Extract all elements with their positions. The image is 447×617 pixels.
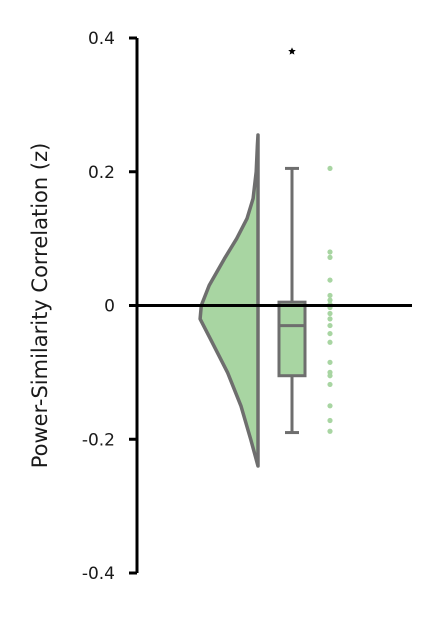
data-point [327, 322, 333, 329]
interquartile-box [277, 300, 307, 378]
data-point [327, 373, 333, 379]
data-point [327, 292, 333, 299]
violin-shape [198, 133, 260, 468]
y-axis-title: Power-Similarity Correlation (z) [28, 143, 52, 469]
data-point [327, 359, 333, 365]
raw-data-points [327, 165, 333, 434]
data-point [327, 254, 333, 260]
y-tick-label: -0.4 [82, 564, 115, 584]
data-point [327, 417, 333, 424]
data-point [327, 428, 333, 434]
boxplot [277, 47, 307, 435]
half-violin [198, 133, 260, 468]
data-point [327, 339, 333, 345]
data-point [327, 330, 333, 337]
y-tick-label: -0.2 [82, 430, 115, 450]
data-point [327, 297, 333, 303]
data-point [327, 277, 333, 283]
y-tick-label: 0 [104, 297, 115, 317]
y-tick-label: 0.2 [88, 163, 115, 183]
outlier-marker [288, 47, 296, 55]
data-point [327, 403, 333, 409]
y-axis: 0.4 0.2 0 -0.2 -0.4 [82, 29, 139, 584]
data-point [327, 165, 333, 172]
data-point [327, 310, 333, 317]
data-point [327, 316, 333, 322]
data-point [327, 381, 333, 388]
data-point [327, 249, 333, 255]
y-tick-label: 0.4 [88, 29, 115, 49]
